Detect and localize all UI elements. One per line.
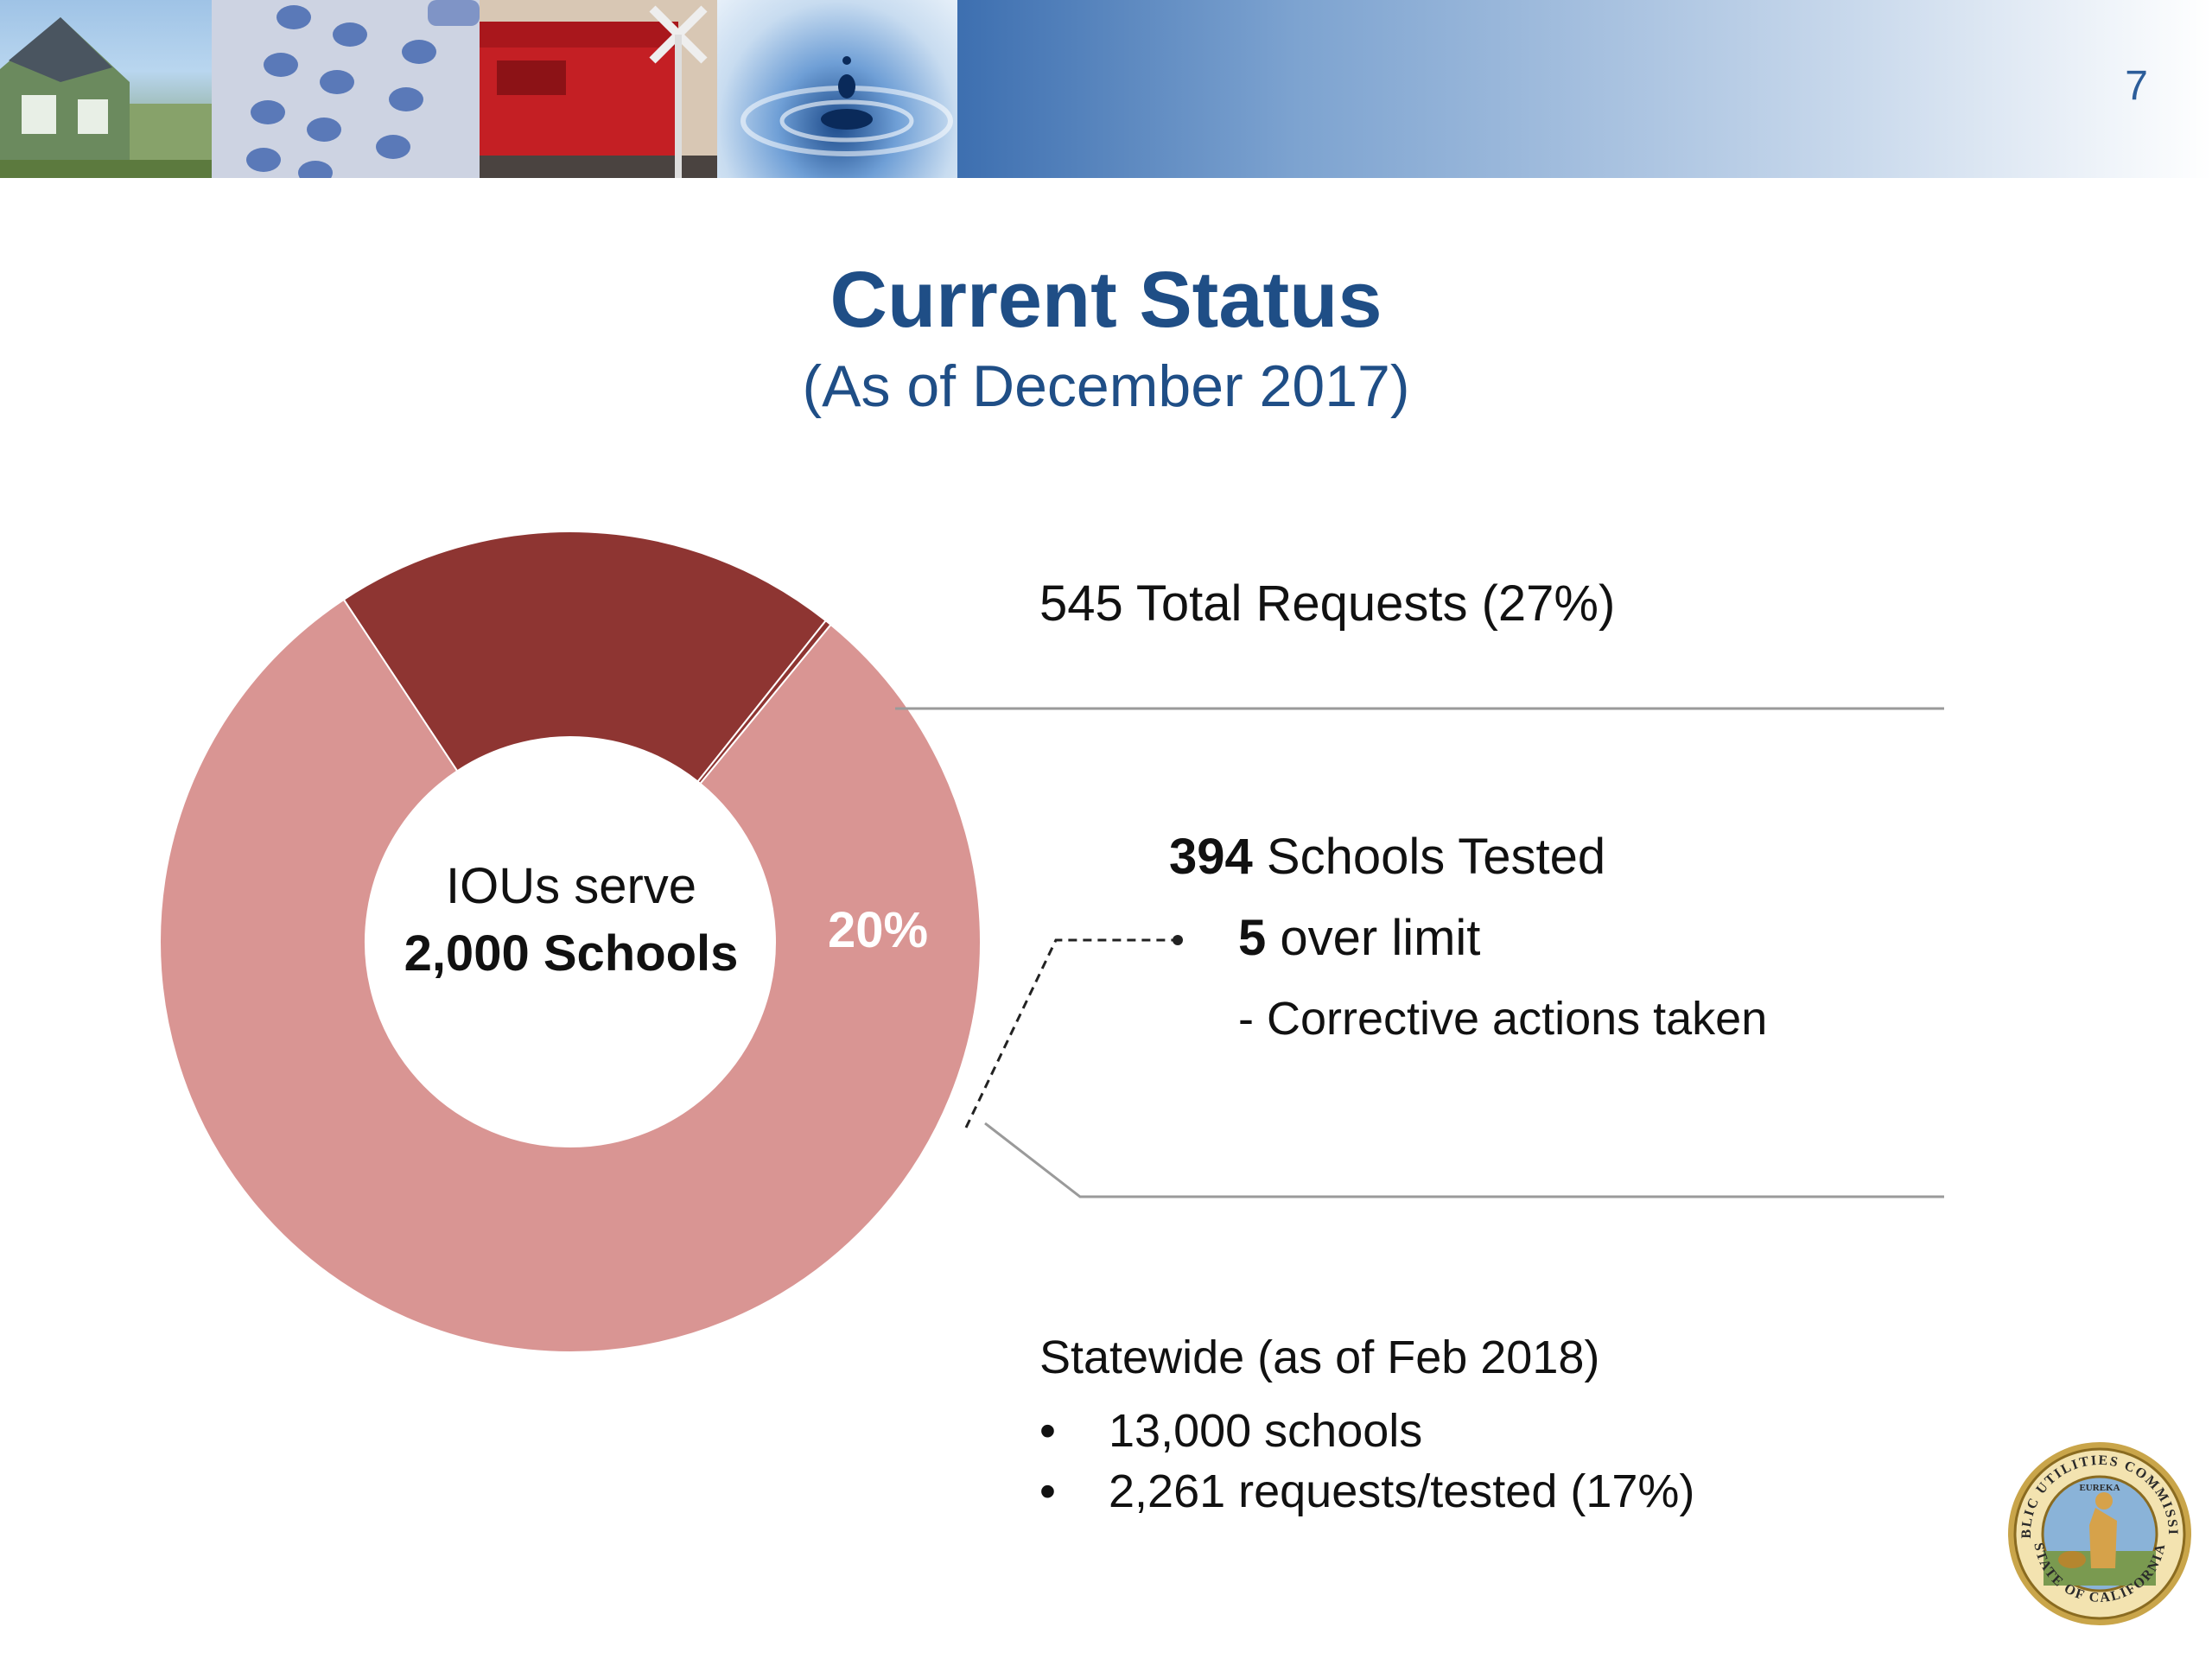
schools-tested-label: Schools Tested [1252, 829, 1606, 885]
header-banner [0, 0, 2212, 178]
bullet-icon: • [1039, 1465, 1056, 1517]
slice-label-20-percent: 20% [828, 902, 929, 958]
donut-slice-1 [342, 531, 828, 783]
donut-slice-3 [158, 598, 982, 1353]
slide-number: 7 [2125, 63, 2148, 109]
corrective-actions-text: - Corrective actions taken [1238, 993, 1768, 1045]
statewide-item-2-text: 2,261 requests/tested (17%) [1109, 1465, 1695, 1517]
connector-bottom-line [984, 1122, 1944, 1198]
over-limit-label: over limit [1266, 910, 1481, 966]
statewide-item-2: • 2,261 requests/tested (17%) [1039, 1465, 1694, 1518]
over-limit-count: 5 [1238, 910, 1267, 966]
center-label-line2: 2,000 Schools [404, 925, 739, 982]
center-label-line1: IOUs serve [445, 858, 697, 914]
total-requests-label: 545 Total Requests (27%) [1039, 575, 1616, 632]
svg-text:EUREKA: EUREKA [2079, 1483, 2120, 1493]
statewide-heading: Statewide (as of Feb 2018) [1039, 1332, 1600, 1383]
callout-dot [1173, 935, 1183, 945]
statewide-item-1: • 13,000 schools [1039, 1404, 1422, 1458]
slide-title: Current Status [830, 256, 1382, 344]
bullet-icon: • [1039, 1405, 1056, 1457]
slide-subtitle: (As of December 2017) [802, 353, 1410, 419]
donut-slices [158, 531, 982, 1353]
house-solar-photo [0, 0, 212, 178]
train-crossing-photo [480, 0, 717, 178]
schools-tested-count: 394 [1169, 829, 1253, 885]
schools-tested-line: 394 Schools Tested [1169, 828, 1605, 886]
over-limit-line: 5 over limit [1238, 909, 1480, 967]
seal-icon: PUBLIC UTILITIES COMMISSION STATE OF CAL… [2005, 1439, 2191, 1625]
water-droplet-photo [717, 0, 957, 178]
dashed-callout-line [964, 938, 1178, 1128]
phone-keypad-photo [212, 0, 480, 178]
statewide-item-1-text: 13,000 schools [1109, 1405, 1423, 1457]
